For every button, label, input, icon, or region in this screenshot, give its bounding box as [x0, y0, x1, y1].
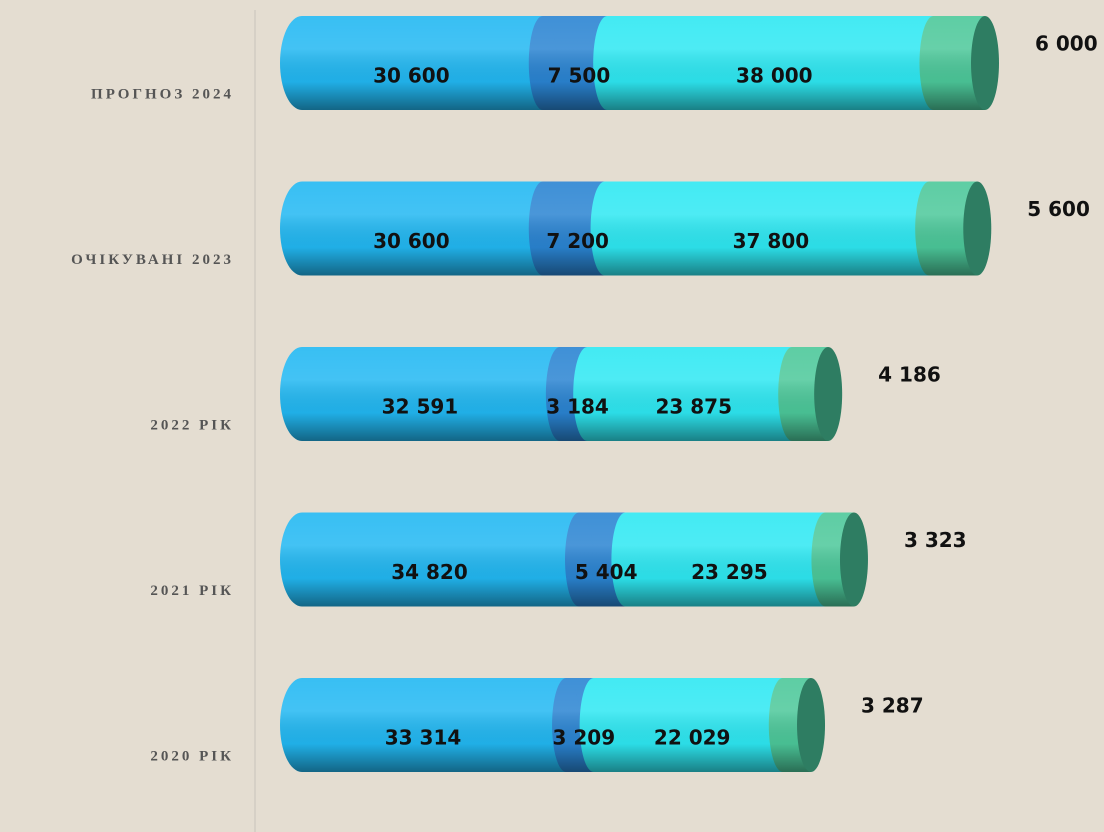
value-label: 23 875 [655, 395, 732, 419]
category-label: 2022 РІК [150, 417, 234, 433]
bar-cap [963, 181, 992, 276]
bar-cap [797, 678, 826, 772]
value-label: 3 323 [904, 528, 967, 552]
bar-shade [280, 512, 854, 607]
value-label: 33 314 [385, 726, 462, 750]
value-label: 32 591 [382, 395, 459, 419]
bar-cap [971, 16, 999, 110]
value-label: 22 029 [654, 726, 731, 750]
bar-cap [814, 347, 843, 441]
category-label: 2021 РІК [150, 583, 234, 599]
value-label: 37 800 [733, 229, 810, 253]
bar-shade [280, 347, 829, 441]
value-label: 30 600 [373, 229, 450, 253]
bar-shade [280, 181, 978, 276]
value-label: 5 600 [1027, 197, 1090, 221]
category-label: 2020 РІК [150, 748, 234, 764]
value-label: 5 404 [575, 560, 638, 584]
value-label: 23 295 [691, 560, 768, 584]
category-label: ОЧІКУВАНІ 2023 [71, 252, 234, 268]
value-label: 4 186 [878, 363, 941, 387]
bar-shade [280, 678, 812, 772]
value-label: 38 000 [736, 64, 813, 88]
value-label: 30 600 [373, 64, 450, 88]
value-label: 6 000 [1035, 32, 1098, 56]
value-label: 3 184 [546, 395, 609, 419]
bar-cap [839, 512, 868, 607]
value-label: 34 820 [391, 560, 468, 584]
value-label: 3 209 [553, 726, 616, 750]
bar-shade [280, 16, 985, 110]
value-label: 7 200 [546, 229, 609, 253]
value-label: 7 500 [548, 64, 611, 88]
value-label: 3 287 [861, 694, 924, 718]
category-label: ПРОГНОЗ 2024 [91, 86, 234, 102]
